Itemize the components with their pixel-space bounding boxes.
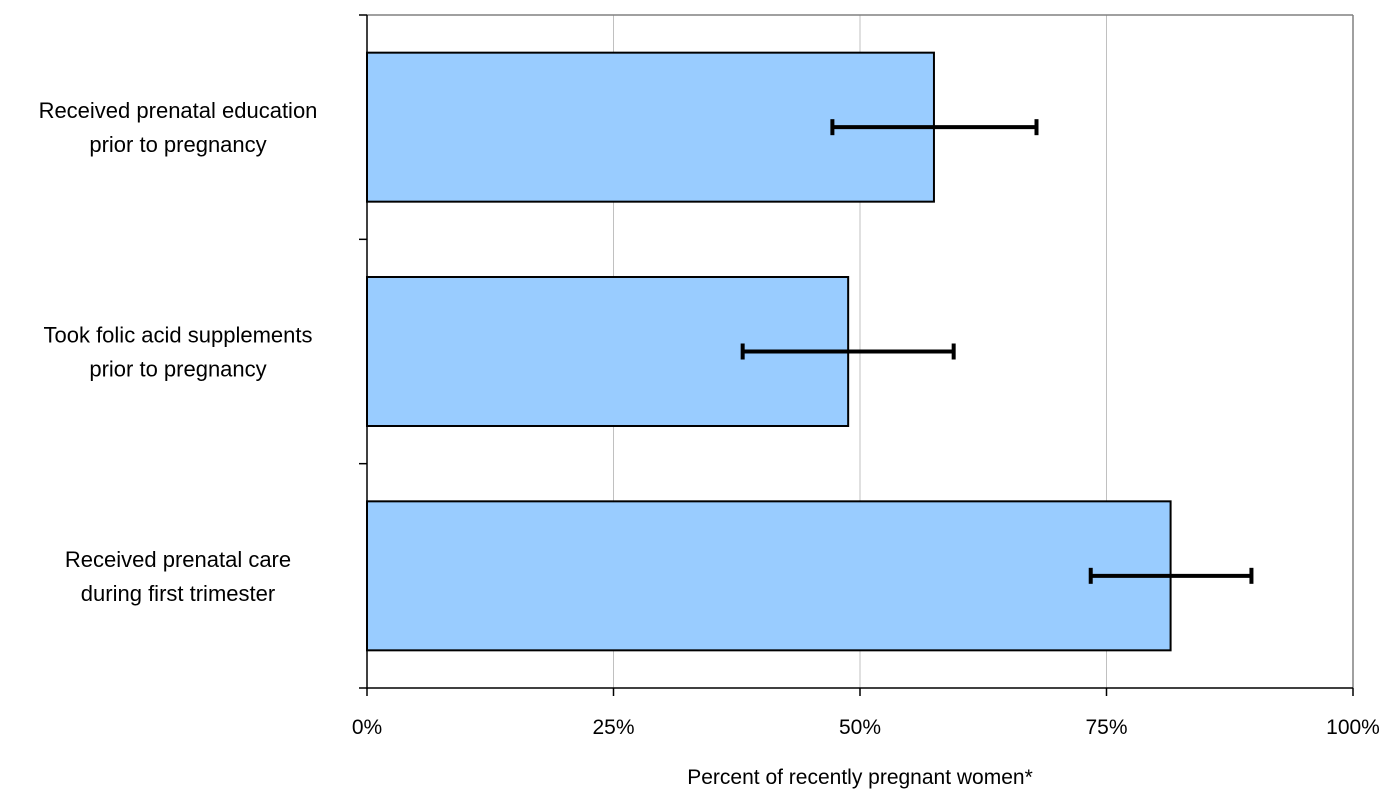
- bar-2: [366, 500, 1172, 652]
- axes: [359, 14, 1354, 696]
- category-label-line-1-0: Took folic acid supplements: [43, 323, 312, 348]
- category-label-line-1-1: prior to pregnancy: [89, 357, 266, 382]
- x-tick-label-75: 75%: [1085, 716, 1127, 739]
- x-tick-label-50: 50%: [839, 716, 881, 739]
- x-axis-title: Percent of recently pregnant women*: [687, 766, 1033, 789]
- category-label-line-0-1: prior to pregnancy: [89, 132, 266, 157]
- x-tick-label-0: 0%: [352, 716, 382, 739]
- labels: 0% 25% 50% 75% 100% Received prenatal educati…: [39, 98, 1380, 739]
- category-label-1: Took folic acid supplements prior to preg…: [43, 323, 312, 382]
- x-tick-label-100: 100%: [1326, 716, 1380, 739]
- category-label-line-2-1: during first trimester: [81, 581, 275, 606]
- category-label-line-0-0: Received prenatal education: [39, 98, 318, 123]
- category-label-0: Received prenatal education prior to preg…: [39, 98, 318, 157]
- category-label-line-2-0: Received prenatal care: [65, 547, 291, 572]
- error-bars: [740, 119, 1254, 584]
- category-label-2: Received prenatal care during first trime…: [65, 547, 291, 606]
- x-tick-label-25: 25%: [592, 716, 634, 739]
